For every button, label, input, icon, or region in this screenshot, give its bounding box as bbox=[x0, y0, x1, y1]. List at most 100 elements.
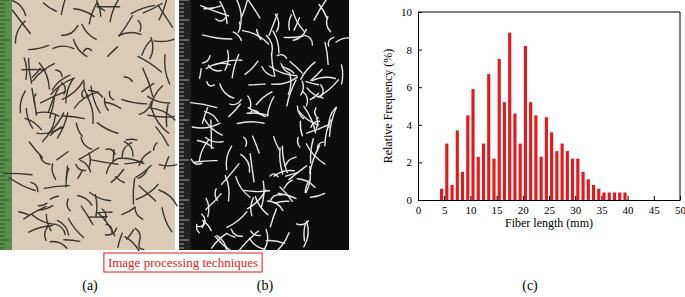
fiber bbox=[215, 236, 231, 250]
fiber bbox=[328, 37, 333, 46]
ruler-tick bbox=[179, 176, 184, 177]
ruler-tick bbox=[0, 168, 5, 169]
fiber bbox=[245, 61, 258, 74]
fiber bbox=[300, 121, 302, 135]
ruler-tick bbox=[179, 4, 184, 5]
tick-label: 2 bbox=[407, 156, 413, 168]
tick-label: 4 bbox=[407, 119, 413, 131]
fiber bbox=[301, 62, 315, 79]
tick: 2 bbox=[407, 156, 423, 168]
fiber bbox=[131, 5, 155, 13]
fiber bbox=[154, 143, 157, 151]
bar bbox=[623, 192, 626, 200]
ruler-tick bbox=[0, 76, 5, 77]
ruler-tick bbox=[0, 140, 10, 141]
bar bbox=[524, 46, 527, 200]
fiber bbox=[19, 212, 29, 215]
ruler-tick bbox=[0, 164, 5, 165]
fiber bbox=[158, 5, 173, 27]
fiber bbox=[56, 70, 62, 77]
fiber bbox=[86, 95, 93, 123]
y-axis-title: Relative Frequency (%) bbox=[381, 49, 395, 164]
fiber bbox=[280, 187, 292, 201]
bar bbox=[618, 192, 621, 200]
ruler-tick bbox=[179, 188, 184, 189]
ruler-tick bbox=[0, 64, 5, 65]
fiber bbox=[289, 166, 307, 180]
ruler-tick bbox=[179, 68, 184, 69]
fiber bbox=[31, 182, 38, 191]
tick-label: 8 bbox=[407, 44, 413, 56]
bar bbox=[534, 115, 537, 200]
ruler-tick bbox=[179, 104, 184, 105]
fiber bbox=[341, 65, 342, 84]
fiber bbox=[244, 137, 247, 146]
fiber bbox=[64, 240, 80, 242]
fiber bbox=[282, 146, 287, 172]
bar bbox=[550, 132, 553, 200]
fiber bbox=[90, 193, 111, 201]
ruler-tick bbox=[0, 180, 10, 181]
bar bbox=[566, 151, 569, 200]
bar bbox=[513, 114, 516, 200]
fiber bbox=[105, 98, 109, 110]
tick-mark bbox=[418, 200, 422, 201]
fiber bbox=[275, 201, 289, 203]
fiber bbox=[195, 161, 217, 163]
ruler-tick bbox=[0, 232, 5, 233]
fiber bbox=[159, 165, 176, 166]
ruler-tick bbox=[179, 44, 184, 45]
fiber bbox=[268, 201, 283, 210]
fiber bbox=[136, 166, 152, 178]
ruler-tick bbox=[0, 156, 5, 157]
bar bbox=[487, 74, 490, 200]
ruler-tick bbox=[179, 152, 184, 153]
fiber bbox=[109, 92, 113, 100]
ruler-tick bbox=[179, 180, 189, 181]
fiber bbox=[319, 5, 327, 19]
bar bbox=[608, 192, 611, 200]
fiber bbox=[68, 218, 83, 237]
fiber bbox=[264, 229, 267, 249]
fiber bbox=[12, 10, 30, 33]
tick-mark bbox=[418, 87, 422, 88]
figure: Image processing techniques(a)(b)(c)0510… bbox=[0, 0, 685, 297]
ruler-tick bbox=[0, 44, 5, 45]
bar bbox=[597, 189, 600, 200]
fiber bbox=[306, 167, 310, 193]
fiber bbox=[20, 91, 25, 113]
ruler-tick bbox=[179, 140, 189, 141]
fiber bbox=[222, 164, 239, 184]
ruler-tick bbox=[0, 132, 5, 133]
fiber bbox=[122, 207, 135, 214]
fiber bbox=[266, 241, 284, 244]
ruler-tick bbox=[179, 92, 184, 93]
fibers bbox=[190, 0, 349, 256]
tick-label: 0 bbox=[407, 194, 413, 206]
fiber bbox=[294, 18, 299, 30]
ruler-tick bbox=[0, 0, 10, 1]
fiber bbox=[192, 123, 220, 128]
tick-label: 15 bbox=[492, 204, 504, 216]
ruler-tick bbox=[0, 20, 10, 21]
tick-label: 6 bbox=[407, 81, 413, 93]
ruler-tick bbox=[179, 128, 184, 129]
ruler-tick bbox=[179, 60, 189, 61]
fiber bbox=[154, 39, 174, 41]
ruler-tick bbox=[179, 124, 184, 125]
ruler-tick bbox=[0, 160, 10, 161]
frame-top bbox=[418, 12, 680, 13]
tick-mark bbox=[418, 162, 422, 163]
bar bbox=[450, 185, 453, 200]
fiber bbox=[148, 96, 170, 103]
fiber bbox=[66, 169, 69, 180]
tick: 25 bbox=[544, 196, 556, 216]
axis-line bbox=[419, 200, 681, 201]
ruler-tick bbox=[0, 224, 5, 225]
fiber bbox=[74, 9, 94, 17]
fiber bbox=[206, 63, 230, 68]
fiber bbox=[231, 229, 242, 236]
fiber bbox=[62, 116, 84, 119]
tick: 10 bbox=[465, 196, 477, 216]
ruler-tick bbox=[0, 200, 10, 201]
